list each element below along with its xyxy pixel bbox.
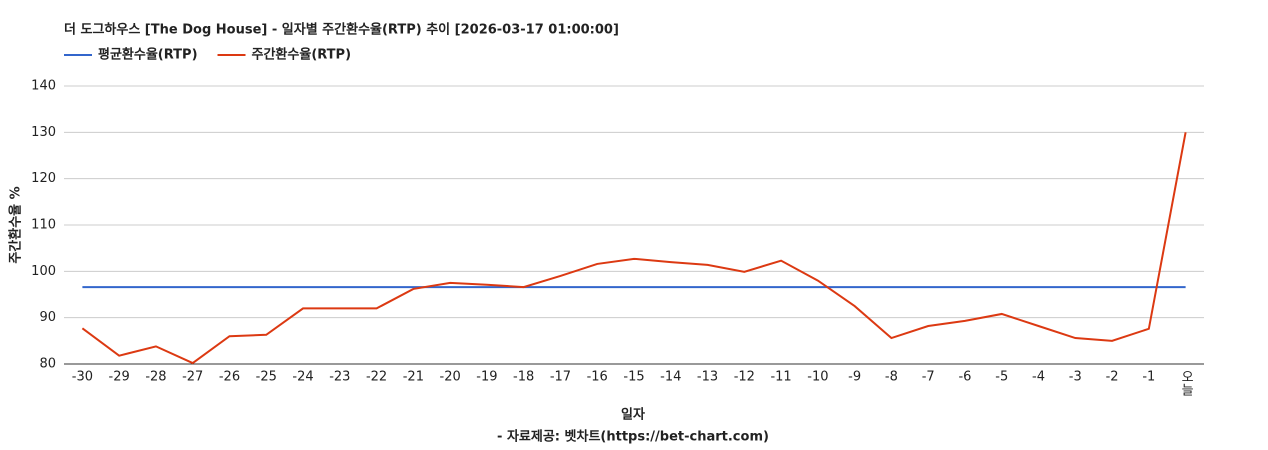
x-tick-label: -15: [623, 370, 644, 385]
x-tick-label: -28: [145, 370, 166, 385]
x-tick-label: -29: [109, 370, 130, 385]
x-tick-label: -4: [1032, 370, 1045, 385]
y-tick-label: 130: [31, 125, 56, 140]
source-note: - 자료제공: 벳차트(https://bet-chart.com): [497, 429, 769, 445]
x-tick-label: -18: [513, 370, 534, 385]
x-axis-label: 일자: [621, 408, 645, 423]
y-axis-label: 주간환수율 %: [8, 186, 24, 263]
chart-title: 더 도그하우스 [The Dog House] - 일자별 주간환수율(RTP)…: [64, 22, 619, 38]
x-tick-label: -27: [182, 370, 203, 385]
x-tick-label: -25: [256, 370, 277, 385]
x-tick-label: -23: [329, 370, 350, 385]
y-tick-label: 140: [31, 79, 56, 94]
x-tick-label: -6: [958, 370, 971, 385]
x-tick-label: -7: [922, 370, 935, 385]
x-tick-label: -22: [366, 370, 387, 385]
x-tick-label: 오늘: [1178, 370, 1193, 396]
x-tick-label: -10: [807, 370, 828, 385]
x-tick-label: -14: [660, 370, 681, 385]
x-tick-label: -1: [1142, 370, 1155, 385]
x-tick-label: -20: [440, 370, 461, 385]
x-tick-label: -3: [1069, 370, 1082, 385]
legend-label: 평균환수율(RTP): [98, 47, 198, 63]
x-tick-label: -26: [219, 370, 240, 385]
y-tick-label: 100: [31, 264, 56, 279]
y-tick-label: 80: [39, 357, 56, 372]
x-tick-label: -13: [697, 370, 718, 385]
y-tick-label: 120: [31, 171, 56, 186]
y-tick-label: 90: [39, 310, 56, 325]
legend-label: 주간환수율(RTP): [252, 47, 352, 63]
x-tick-label: -19: [476, 370, 497, 385]
x-tick-label: -5: [995, 370, 1008, 385]
x-tick-label: -24: [292, 370, 313, 385]
series-line: [81, 132, 1187, 365]
x-tick-label: -8: [885, 370, 898, 385]
x-tick-label: -21: [403, 370, 424, 385]
x-tick-label: -16: [587, 370, 608, 385]
x-tick-label: -17: [550, 370, 571, 385]
x-tick-label: -11: [770, 370, 791, 385]
x-tick-label: -9: [848, 370, 861, 385]
x-tick-label: -2: [1106, 370, 1119, 385]
y-tick-label: 110: [31, 218, 56, 233]
x-tick-label: -30: [72, 370, 93, 385]
x-tick-label: -12: [734, 370, 755, 385]
